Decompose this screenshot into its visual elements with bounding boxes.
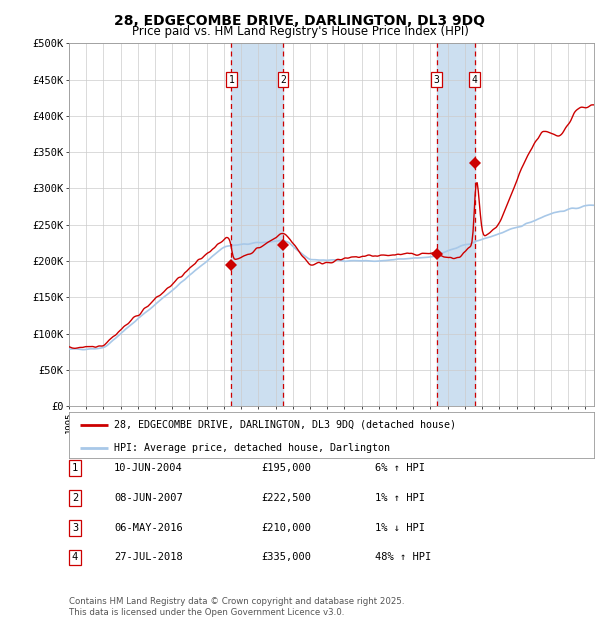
Text: 1% ↑ HPI: 1% ↑ HPI bbox=[375, 493, 425, 503]
Text: £222,500: £222,500 bbox=[261, 493, 311, 503]
Text: 2: 2 bbox=[72, 493, 78, 503]
Text: 28, EDGECOMBE DRIVE, DARLINGTON, DL3 9DQ (detached house): 28, EDGECOMBE DRIVE, DARLINGTON, DL3 9DQ… bbox=[113, 420, 455, 430]
Text: 4: 4 bbox=[472, 74, 478, 85]
Text: 2: 2 bbox=[280, 74, 286, 85]
Text: £195,000: £195,000 bbox=[261, 463, 311, 473]
Text: 3: 3 bbox=[434, 74, 439, 85]
Text: 3: 3 bbox=[72, 523, 78, 533]
Text: 1: 1 bbox=[72, 463, 78, 473]
Bar bbox=[437, 43, 475, 406]
Text: 06-MAY-2016: 06-MAY-2016 bbox=[114, 523, 183, 533]
Text: £210,000: £210,000 bbox=[261, 523, 311, 533]
Text: 08-JUN-2007: 08-JUN-2007 bbox=[114, 493, 183, 503]
Text: Price paid vs. HM Land Registry's House Price Index (HPI): Price paid vs. HM Land Registry's House … bbox=[131, 25, 469, 38]
Text: 27-JUL-2018: 27-JUL-2018 bbox=[114, 552, 183, 562]
Text: 1: 1 bbox=[229, 74, 235, 85]
Text: 6% ↑ HPI: 6% ↑ HPI bbox=[375, 463, 425, 473]
Text: HPI: Average price, detached house, Darlington: HPI: Average price, detached house, Darl… bbox=[113, 443, 389, 453]
Text: 48% ↑ HPI: 48% ↑ HPI bbox=[375, 552, 431, 562]
Text: 1% ↓ HPI: 1% ↓ HPI bbox=[375, 523, 425, 533]
Text: 4: 4 bbox=[72, 552, 78, 562]
Text: £335,000: £335,000 bbox=[261, 552, 311, 562]
Bar bbox=[232, 43, 283, 406]
Text: Contains HM Land Registry data © Crown copyright and database right 2025.
This d: Contains HM Land Registry data © Crown c… bbox=[69, 598, 404, 617]
Text: 28, EDGECOMBE DRIVE, DARLINGTON, DL3 9DQ: 28, EDGECOMBE DRIVE, DARLINGTON, DL3 9DQ bbox=[115, 14, 485, 28]
Text: 10-JUN-2004: 10-JUN-2004 bbox=[114, 463, 183, 473]
